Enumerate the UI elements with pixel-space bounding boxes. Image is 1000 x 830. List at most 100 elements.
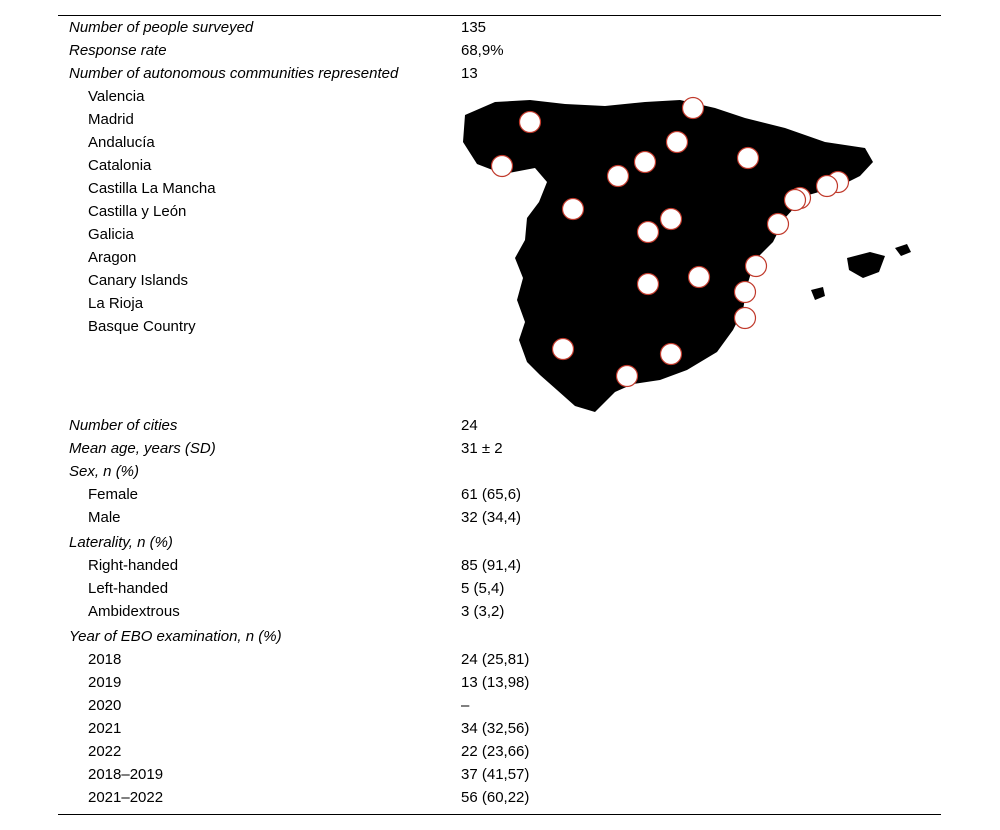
right-handed-label: Right-handed — [88, 557, 179, 574]
city-marker — [490, 154, 514, 178]
communities-label: Number of autonomous communities represe… — [69, 65, 399, 82]
city-marker — [659, 207, 683, 231]
table-row: Left-handed 5 (5,4) — [0, 577, 1000, 600]
table-row: 2019 13 (13,98) — [0, 671, 1000, 694]
community-name: Aragon — [88, 249, 137, 266]
row-communities: Number of autonomous communities represe… — [0, 62, 1000, 85]
community-name: Madrid — [88, 111, 134, 128]
sex-male-value: 32 (34,4) — [461, 509, 522, 526]
city-marker — [681, 96, 705, 120]
city-marker — [636, 220, 660, 244]
ebo-year-label: 2020 — [88, 697, 122, 714]
row-laterality-header: Laterality, n (%) — [0, 531, 1000, 554]
city-marker — [551, 337, 575, 361]
mallorca-shape — [847, 252, 885, 278]
city-marker — [783, 188, 807, 212]
ebo-year-value: 22 (23,66) — [461, 743, 530, 760]
city-marker — [665, 130, 689, 154]
left-handed-label: Left-handed — [88, 580, 169, 597]
cities-label: Number of cities — [69, 417, 178, 434]
sex-label: Sex, n (%) — [69, 463, 140, 480]
ebo-year-value: 13 (13,98) — [461, 674, 530, 691]
response-rate-value: 68,9% — [461, 42, 504, 59]
city-marker — [633, 150, 657, 174]
table-bottom-rule — [58, 814, 941, 815]
city-marker — [766, 212, 790, 236]
ebo-year-label: 2019 — [88, 674, 122, 691]
ibiza-shape — [811, 287, 825, 300]
mean-age-value: 31 ± 2 — [461, 440, 503, 457]
table-row: Right-handed 85 (91,4) — [0, 554, 1000, 577]
row-sex-header: Sex, n (%) — [0, 460, 1000, 483]
communities-value: 13 — [461, 65, 478, 82]
list-item: Andalucía — [0, 131, 1000, 154]
list-item: Canary Islands — [0, 269, 1000, 292]
spain-map-icon — [463, 96, 911, 412]
table-top-rule — [58, 15, 941, 16]
row-cities: Number of cities 24 — [0, 414, 1000, 437]
city-marker — [744, 254, 768, 278]
city-marker — [733, 280, 757, 304]
community-name: Catalonia — [88, 157, 152, 174]
city-marker — [561, 197, 585, 221]
response-rate-label: Response rate — [69, 42, 167, 59]
ebo-year-value: 37 (41,57) — [461, 766, 530, 783]
community-name: Castilla y León — [88, 203, 187, 220]
spain-map-shape — [463, 100, 911, 412]
list-item: Galicia — [0, 223, 1000, 246]
list-item: Catalonia — [0, 154, 1000, 177]
row-people-surveyed: Number of people surveyed 135 — [0, 16, 1000, 39]
table-row: Female 61 (65,6) — [0, 483, 1000, 506]
row-ebo-header: Year of EBO examination, n (%) — [0, 625, 1000, 648]
cities-value: 24 — [461, 417, 478, 434]
community-name: Castilla La Mancha — [88, 180, 216, 197]
list-item: Valencia — [0, 85, 1000, 108]
row-mean-age: Mean age, years (SD) 31 ± 2 — [0, 437, 1000, 460]
sex-female-label: Female — [88, 486, 139, 503]
ebo-year-value: – — [461, 697, 470, 714]
table-row: 2018 24 (25,81) — [0, 648, 1000, 671]
city-marker — [687, 265, 711, 289]
community-name: Canary Islands — [88, 272, 189, 289]
city-markers — [490, 96, 850, 388]
right-handed-value: 85 (91,4) — [461, 557, 522, 574]
city-marker — [636, 272, 660, 296]
ebo-year-value: 56 (60,22) — [461, 789, 530, 806]
ebo-year-label: 2018 — [88, 651, 122, 668]
list-item: Madrid — [0, 108, 1000, 131]
ebo-year-label: 2021 — [88, 720, 122, 737]
city-marker — [815, 174, 839, 198]
table-row: 2020 – — [0, 694, 1000, 717]
table-row: 2021–2022 56 (60,22) — [0, 786, 1000, 809]
laterality-label: Laterality, n (%) — [69, 534, 173, 551]
ebo-year-value: 34 (32,56) — [461, 720, 530, 737]
ebo-year-value: 24 (25,81) — [461, 651, 530, 668]
community-name: Andalucía — [88, 134, 155, 151]
community-name: La Rioja — [88, 295, 144, 312]
ebo-year-label: 2021–2022 — [88, 789, 164, 806]
ebo-year-label: 2018–2019 — [88, 766, 164, 783]
city-marker — [733, 306, 757, 330]
list-item: Basque Country — [0, 315, 1000, 338]
mainland-shape — [463, 100, 873, 412]
menorca-shape — [895, 244, 911, 256]
community-name: Valencia — [88, 88, 145, 105]
list-item: Castilla La Mancha — [0, 177, 1000, 200]
list-item: La Rioja — [0, 292, 1000, 315]
list-item: Castilla y León — [0, 200, 1000, 223]
community-name: Galicia — [88, 226, 134, 243]
city-marker — [736, 146, 760, 170]
city-marker — [615, 364, 639, 388]
ebo-year-label: 2022 — [88, 743, 122, 760]
sex-male-label: Male — [88, 509, 121, 526]
ambidextrous-value: 3 (3,2) — [461, 603, 505, 620]
left-handed-value: 5 (5,4) — [461, 580, 505, 597]
city-marker — [659, 342, 683, 366]
sex-female-value: 61 (65,6) — [461, 486, 522, 503]
ambidextrous-label: Ambidextrous — [88, 603, 180, 620]
city-marker — [518, 110, 542, 134]
mean-age-label: Mean age, years (SD) — [69, 440, 216, 457]
table-row: 2022 22 (23,66) — [0, 740, 1000, 763]
ebo-year-label: Year of EBO examination, n (%) — [69, 628, 282, 645]
community-name: Basque Country — [88, 318, 196, 335]
